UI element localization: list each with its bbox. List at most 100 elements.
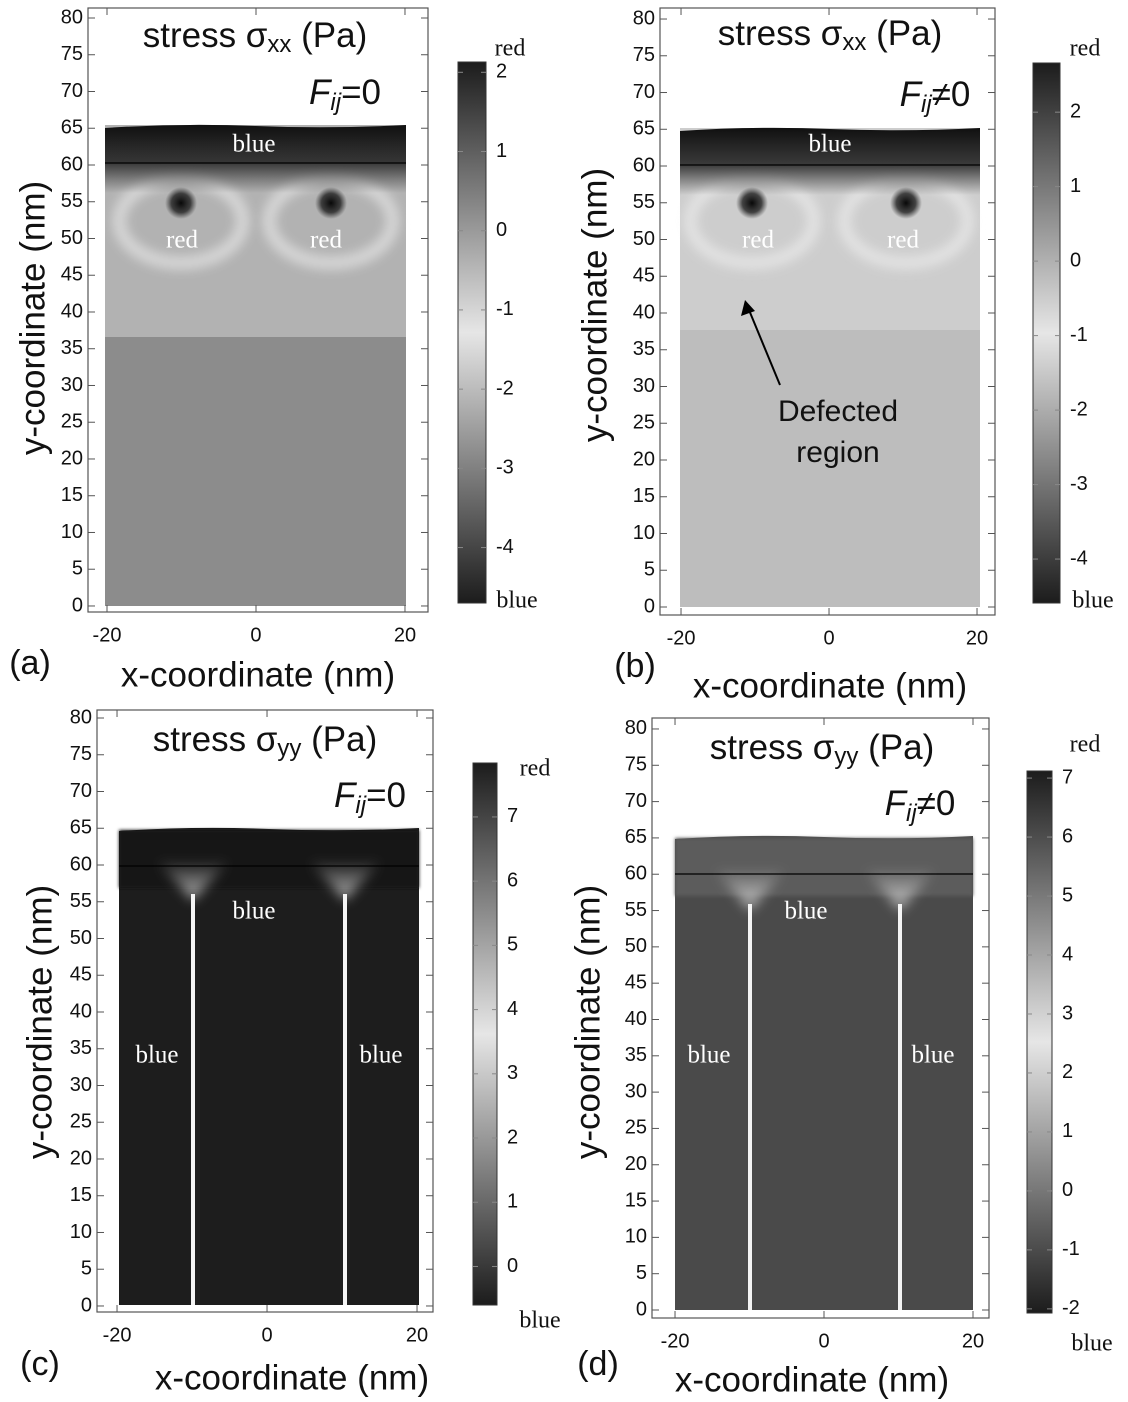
y-tick-label: 45 [633, 265, 655, 287]
y-tick-label: 15 [70, 1184, 92, 1206]
y-tick-label: 70 [625, 790, 647, 812]
y-tick-label: 25 [625, 1117, 647, 1139]
x-tick-label: -20 [667, 627, 696, 649]
colorbar-top-label: red [495, 36, 526, 62]
colorbar-tick-label: 5 [1062, 884, 1073, 906]
colorbar-bottom-label: blue [496, 588, 537, 614]
y-tick-label: 50 [70, 927, 92, 949]
x-tick-label: 0 [818, 1330, 829, 1352]
x-tick-label: 20 [406, 1324, 428, 1346]
x-axis-label: x-coordinate (nm) [675, 1360, 949, 1399]
y-tick-label: 45 [625, 971, 647, 993]
y-tick-label: 70 [633, 81, 655, 103]
y-tick-label: 55 [61, 190, 83, 212]
y-tick-label: 15 [625, 1189, 647, 1211]
y-tick-label: 80 [625, 717, 647, 739]
colorbar-tick-label: 3 [1062, 1002, 1073, 1024]
colorbar-tick-label: -3 [496, 457, 514, 479]
colorbar-tick-label: -2 [496, 377, 514, 399]
y-tick-label: 5 [72, 558, 83, 580]
plot-title: stress σyy (Pa) [153, 720, 378, 762]
colorbar-tick-label: -3 [1070, 473, 1088, 495]
annotation: Defected [778, 395, 898, 428]
panel-label: (a) [9, 644, 51, 682]
y-tick-label: 35 [625, 1044, 647, 1066]
x-tick-label: -20 [103, 1324, 132, 1346]
y-axis-label: y-coordinate (nm) [13, 181, 52, 455]
y-tick-label: 80 [70, 706, 92, 728]
colorbar-tick-label: -4 [496, 536, 514, 558]
y-tick-label: 40 [625, 1008, 647, 1030]
y-tick-label: 45 [70, 964, 92, 986]
colorbar-tick-label: 0 [1070, 249, 1081, 271]
colorbar-tick-label: 6 [1062, 825, 1073, 847]
colorbar-tick-label: 2 [1062, 1061, 1073, 1083]
y-tick-label: 55 [625, 899, 647, 921]
title-text: stress σ [143, 16, 268, 55]
defect-glow [307, 860, 383, 900]
defect-core [736, 187, 768, 219]
y-tick-label: 65 [61, 117, 83, 139]
annotation: red [166, 227, 198, 254]
colorbar-tick-label: 0 [507, 1255, 518, 1277]
plot-frame [659, 7, 996, 616]
condition-symbol: F [885, 784, 909, 823]
y-tick-label: 65 [70, 817, 92, 839]
panel-label: (d) [577, 1345, 619, 1383]
y-tick-label: 25 [61, 411, 83, 433]
condition-label: Fij=0 [334, 776, 406, 819]
condition-subscript: ij [921, 91, 932, 118]
y-axis-label: y-coordinate (nm) [568, 885, 607, 1159]
colorbar-tick-label: 1 [496, 140, 507, 162]
defect-core [315, 187, 347, 219]
y-tick-label: 60 [633, 154, 655, 176]
defect-glow [712, 868, 788, 910]
plot-frame [651, 717, 990, 1319]
y-tick-label: 10 [625, 1226, 647, 1248]
y-tick-label: 15 [61, 484, 83, 506]
y-tick-label: 30 [625, 1080, 647, 1102]
colorbar-tick-label: 2 [496, 61, 507, 83]
x-axis-label: x-coordinate (nm) [121, 655, 395, 694]
y-tick-label: 50 [61, 227, 83, 249]
y-tick-label: 60 [625, 863, 647, 885]
colorbar-tick-label: -2 [1062, 1297, 1080, 1319]
condition-subscript: ij [330, 89, 341, 116]
title-subscript: yy [277, 735, 301, 762]
y-tick-label: 5 [81, 1258, 92, 1280]
colorbar-bottom-label: blue [1072, 588, 1113, 614]
plot-frame [96, 709, 434, 1313]
defect-glow [155, 860, 231, 900]
condition-label: Fij≠0 [885, 784, 956, 827]
annotation: blue [911, 1042, 954, 1069]
condition-symbol: F [900, 75, 924, 114]
condition-symbol: F [309, 73, 333, 112]
condition-label: Fij≠0 [900, 75, 971, 118]
y-tick-label: 40 [70, 1000, 92, 1022]
y-tick-label: 50 [625, 935, 647, 957]
colorbar-tick-label: -1 [1070, 324, 1088, 346]
defect-core [890, 187, 922, 219]
colorbar [457, 61, 487, 604]
y-axis-label: y-coordinate (nm) [575, 168, 614, 442]
y-tick-label: 35 [61, 337, 83, 359]
film-top [680, 127, 980, 195]
colorbar-tick-label: -4 [1070, 547, 1088, 569]
y-tick-label: 10 [61, 521, 83, 543]
title-subscript: xx [842, 29, 866, 56]
y-tick-label: 25 [633, 412, 655, 434]
colorbar-tick-label: 1 [507, 1191, 518, 1213]
y-tick-label: 40 [61, 300, 83, 322]
x-axis-label: x-coordinate (nm) [155, 1358, 429, 1397]
colorbar-tick-label: 2 [507, 1126, 518, 1148]
annotation: blue [784, 898, 827, 925]
defect-glow [862, 868, 938, 910]
y-tick-label: 60 [70, 853, 92, 875]
y-tick-label: 80 [633, 7, 655, 29]
y-tick-label: 60 [61, 153, 83, 175]
annotation: red [742, 227, 774, 254]
title-subscript: yy [834, 743, 858, 770]
colorbar-tick-label: 4 [507, 998, 518, 1020]
